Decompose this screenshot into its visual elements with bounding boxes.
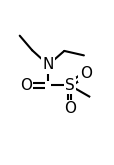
Text: O: O: [63, 101, 75, 116]
Text: S: S: [64, 78, 74, 93]
Text: O: O: [79, 66, 91, 81]
Text: N: N: [42, 57, 53, 72]
Text: O: O: [20, 78, 32, 93]
